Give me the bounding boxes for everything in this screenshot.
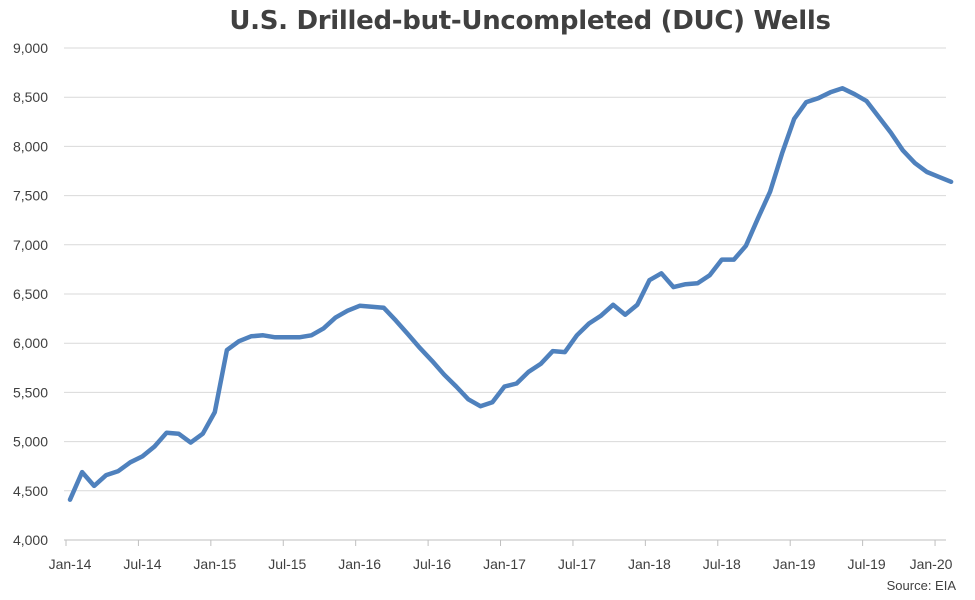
y-tick-label: 6,500	[13, 286, 48, 302]
gridlines	[64, 47, 946, 492]
series-layer	[67, 86, 954, 502]
y-tick-label: 9,000	[13, 40, 48, 56]
y-tick-label: 5,500	[13, 384, 48, 400]
x-tick-label: Jan-14	[49, 556, 92, 572]
x-tick-label: Jul-18	[703, 556, 741, 572]
y-tick-label: 7,000	[13, 237, 48, 253]
source-note: Source: EIA	[886, 578, 956, 593]
x-axis-tick-marks	[65, 540, 936, 546]
x-tick-label: Jul-15	[268, 556, 306, 572]
x-tick-label: Jul-14	[123, 556, 161, 572]
y-axis-tick-labels: 4,000 4,500 5,000 5,500 6,000 6,500 7,000 7,500…	[13, 40, 48, 548]
series-line	[67, 86, 954, 502]
y-tick-label: 8,000	[13, 138, 48, 154]
y-tick-label: 4,500	[13, 483, 48, 499]
x-tick-label: Jul-17	[558, 556, 596, 572]
x-tick-label: Jul-19	[848, 556, 886, 572]
y-tick-label: 6,000	[13, 335, 48, 351]
x-tick-label: Jan-18	[628, 556, 671, 572]
y-tick-label: 5,000	[13, 434, 48, 450]
x-tick-label: Jul-16	[413, 556, 451, 572]
x-tick-label: Jan-19	[773, 556, 816, 572]
y-tick-label: 7,500	[13, 188, 48, 204]
x-axis-tick-labels: Jan-14 Jul-14 Jan-15 Jul-15 Jan-16 Jul-16 Jan-…	[49, 556, 953, 572]
x-tick-label: Jan-20	[910, 556, 953, 572]
y-tick-label: 4,000	[13, 532, 48, 548]
x-tick-label: Jan-15	[193, 556, 236, 572]
x-tick-label: Jan-16	[338, 556, 381, 572]
chart-title: U.S. Drilled-but-Uncompleted (DUC) Wells	[229, 6, 831, 36]
x-tick-label: Jan-17	[483, 556, 526, 572]
y-tick-label: 8,500	[13, 89, 48, 105]
